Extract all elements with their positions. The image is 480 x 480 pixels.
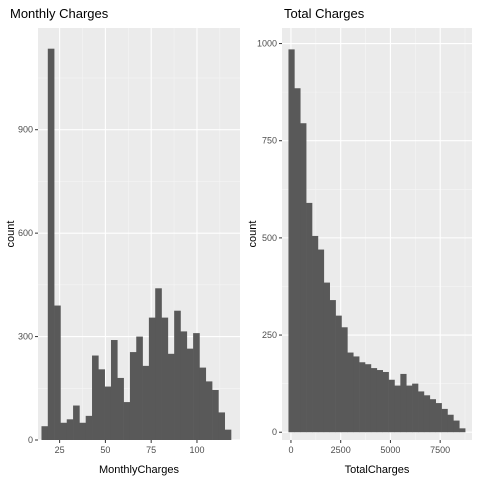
y-tick-label: 0 (272, 427, 277, 437)
histogram-bar (167, 353, 175, 440)
histogram-bar (41, 426, 49, 440)
y-tick-label: 1000 (257, 39, 277, 49)
histogram-bar (224, 429, 232, 440)
histogram-bar (406, 385, 413, 433)
histogram-bar (347, 352, 354, 433)
histogram-bar (429, 399, 436, 433)
histogram-bar (370, 368, 378, 433)
histogram-bar (306, 202, 313, 433)
axes: 0 2500 5000 7500 0 250 500 750 1000 (257, 39, 450, 455)
histogram-bar (335, 315, 342, 433)
histogram-bar (205, 381, 213, 440)
histogram-bar (418, 391, 425, 433)
histogram-bar (117, 377, 124, 440)
chart-panel-2: 0 2500 5000 7500 0 250 500 750 1000 Total Charges… (247, 6, 472, 476)
histogram-bar (79, 422, 87, 440)
histogram-bar (92, 355, 99, 440)
y-tick-label: 300 (18, 332, 33, 342)
histogram-bar (423, 395, 431, 433)
y-axis-label: count (5, 221, 17, 248)
histogram-bar (382, 371, 389, 433)
histogram-bar (60, 422, 68, 440)
x-tick-label: 5000 (380, 445, 400, 455)
y-tick-label: 900 (18, 125, 33, 135)
x-tick-label: 25 (55, 445, 65, 455)
histogram-bar (323, 282, 330, 433)
histogram-bar (98, 369, 105, 440)
histogram-bar (123, 402, 131, 440)
x-tick-label: 2500 (331, 445, 351, 455)
histogram-bar (288, 49, 295, 433)
y-axis-label: count (247, 221, 259, 248)
y-tick-label: 250 (262, 330, 277, 340)
histogram-bar (186, 348, 194, 440)
histogram-bar (435, 403, 442, 433)
y-tick-label: 750 (262, 136, 277, 146)
histogram-bar (312, 235, 319, 433)
histogram-bar (47, 48, 55, 441)
histogram-bar (180, 331, 188, 440)
bars (288, 49, 466, 433)
histogram-bar (300, 123, 307, 433)
x-axis-label: TotalCharges (345, 464, 410, 476)
x-axis-label: MonthlyCharges (99, 464, 180, 476)
bars (41, 48, 232, 441)
histogram-bar (73, 405, 80, 440)
histogram-bar (148, 317, 156, 440)
histogram-bar (85, 415, 93, 440)
histogram-bar (412, 383, 419, 433)
histogram-bar (54, 305, 61, 440)
chart-title: Monthly Charges (10, 6, 109, 21)
histogram-bar (447, 414, 454, 433)
histogram-bar (136, 336, 143, 440)
chart-title: Total Charges (284, 6, 365, 21)
histogram-bar (459, 428, 466, 433)
histogram-bar (155, 288, 162, 440)
histogram-bar (294, 88, 301, 433)
histogram-bar (353, 356, 360, 433)
histogram-bar (161, 317, 169, 440)
histogram-bar (66, 419, 74, 440)
x-tick-label: 50 (100, 445, 110, 455)
x-tick-label: 75 (146, 445, 156, 455)
histogram-bar (104, 386, 112, 440)
histogram-bar (365, 364, 372, 433)
x-tick-label: 7500 (430, 445, 450, 455)
histogram-bar (359, 362, 366, 433)
histogram-bar (199, 367, 207, 440)
histogram-bar (142, 365, 150, 440)
histogram-bar (129, 352, 137, 440)
histogram-bar (218, 412, 226, 440)
histogram-bar (110, 340, 118, 440)
y-tick-label: 500 (262, 233, 277, 243)
histogram-bar (453, 420, 460, 433)
y-tick-label: 600 (18, 228, 33, 238)
histogram-bar (388, 379, 395, 433)
histogram-bar (174, 310, 181, 440)
y-tick-label: 0 (28, 435, 33, 445)
x-tick-label: 0 (288, 445, 293, 455)
histogram-bar (193, 333, 200, 440)
histogram-bar (441, 408, 448, 433)
histogram-bar (317, 249, 325, 433)
histogram-bar (341, 327, 348, 433)
histogram-bar (400, 373, 407, 433)
histogram-bar (376, 370, 383, 433)
chart-panel-1: 25 50 75 100 0 300 600 900 Monthly Charges Monthl… (5, 6, 240, 476)
histogram-bar (212, 390, 219, 440)
histogram-bar (329, 300, 336, 433)
axes: 25 50 75 100 0 300 600 900 (18, 125, 205, 455)
histogram-bar (394, 385, 401, 433)
x-tick-label: 100 (189, 445, 204, 455)
